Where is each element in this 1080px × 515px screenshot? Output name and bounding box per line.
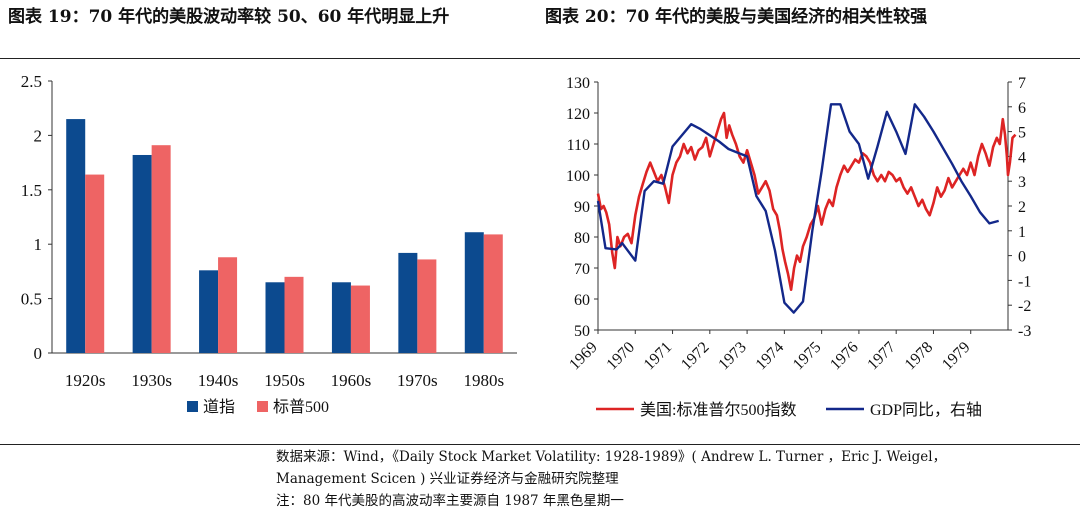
source-line-1: 数据来源：Wind，《Daily Stock Market Volatility… <box>276 449 947 465</box>
line-right-tick-label: 3 <box>1018 174 1026 191</box>
bar-legend-swatch <box>187 401 198 412</box>
bar-category-label: 1980s <box>463 371 504 390</box>
sp500-index-line <box>596 111 1017 291</box>
line-x-tick-label: 1970 <box>603 339 638 374</box>
bar-dow <box>199 270 219 353</box>
line-x-tick-label: 1973 <box>715 339 750 374</box>
bar-y-tick-label: 0 <box>34 344 43 363</box>
line-right-tick-label: 7 <box>1018 75 1026 92</box>
line-left-tick-label: 110 <box>567 137 590 154</box>
bar-sp500 <box>85 174 105 353</box>
line-x-tick-label: 1969 <box>566 339 601 374</box>
bar-category-label: 1940s <box>198 371 239 390</box>
line-x-tick-label: 1971 <box>641 339 676 374</box>
bar-sp500 <box>417 259 437 353</box>
bar-legend-label: 标普500 <box>273 398 329 416</box>
bar-legend-swatch <box>257 401 268 412</box>
gdp-yoy-line <box>596 103 1000 314</box>
bar-dow <box>464 232 484 353</box>
bar-dow <box>265 282 285 353</box>
top-divider <box>0 58 1080 59</box>
line-right-tick-label: 2 <box>1018 199 1026 216</box>
bar-dow <box>132 154 152 353</box>
line-x-tick-label: 1978 <box>902 339 937 374</box>
bar-dow <box>331 282 351 353</box>
bar-category-label: 1970s <box>397 371 438 390</box>
line-left-tick-label: 90 <box>574 199 590 216</box>
bottom-divider <box>0 444 1080 445</box>
line-right-tick-label: 1 <box>1018 224 1026 241</box>
line-left-tick-label: 130 <box>566 75 590 92</box>
bar-y-tick-label: 1.5 <box>21 181 42 200</box>
bar-category-label: 1920s <box>65 371 106 390</box>
line-left-tick-label: 60 <box>574 292 590 309</box>
bar-legend-label: 道指 <box>203 398 235 416</box>
line-legend-label: 美国:标准普尔500指数 <box>640 401 796 419</box>
bar-y-tick-label: 1 <box>34 235 43 254</box>
left-figure-title: 图表 19：70 年代的美股波动率较 50、60 年代明显上升 <box>8 7 450 27</box>
line-left-tick-label: 120 <box>566 106 590 123</box>
line-x-tick-label: 1975 <box>790 339 825 374</box>
line-left-tick-label: 80 <box>574 230 590 247</box>
line-right-tick-label: 4 <box>1018 149 1026 166</box>
bar-sp500 <box>350 285 370 353</box>
bar-sp500 <box>284 276 304 353</box>
line-right-tick-label: 0 <box>1018 249 1026 266</box>
line-legend-label: GDP同比，右轴 <box>870 401 982 419</box>
line-x-tick-label: 1977 <box>864 339 899 374</box>
bar-y-tick-label: 2.5 <box>21 72 42 91</box>
line-x-tick-label: 1972 <box>678 339 713 374</box>
bar-category-label: 1950s <box>264 371 305 390</box>
footnote: 注：80 年代美股的高波动率主要源自 1987 年黑色星期一 <box>276 493 624 509</box>
bar-sp500 <box>218 257 238 353</box>
bar-category-label: 1960s <box>331 371 372 390</box>
bar-dow <box>398 252 418 353</box>
right-figure-title: 图表 20：70 年代的美股与美国经济的相关性较强 <box>545 7 928 27</box>
bar-dow <box>66 119 86 353</box>
bar-y-tick-label: 2 <box>34 126 43 145</box>
line-left-tick-label: 100 <box>566 168 590 185</box>
line-x-tick-label: 1976 <box>827 339 862 374</box>
line-right-tick-label: 5 <box>1018 125 1026 142</box>
line-x-tick-label: 1979 <box>939 339 974 374</box>
line-left-tick-label: 50 <box>574 323 590 340</box>
line-x-tick-label: 1974 <box>753 339 788 374</box>
bar-sp500 <box>483 234 503 353</box>
line-left-tick-label: 70 <box>574 261 590 278</box>
bar-sp500 <box>151 145 171 353</box>
line-right-tick-label: -1 <box>1018 273 1031 290</box>
line-right-tick-label: 6 <box>1018 100 1026 117</box>
bar-y-tick-label: 0.5 <box>21 290 42 309</box>
source-line-2: Management Scicen ) 兴业证券经济与金融研究院整理 <box>276 471 619 487</box>
line-right-tick-label: -2 <box>1018 298 1031 315</box>
bar-category-label: 1930s <box>131 371 172 390</box>
line-right-tick-label: -3 <box>1018 323 1031 340</box>
